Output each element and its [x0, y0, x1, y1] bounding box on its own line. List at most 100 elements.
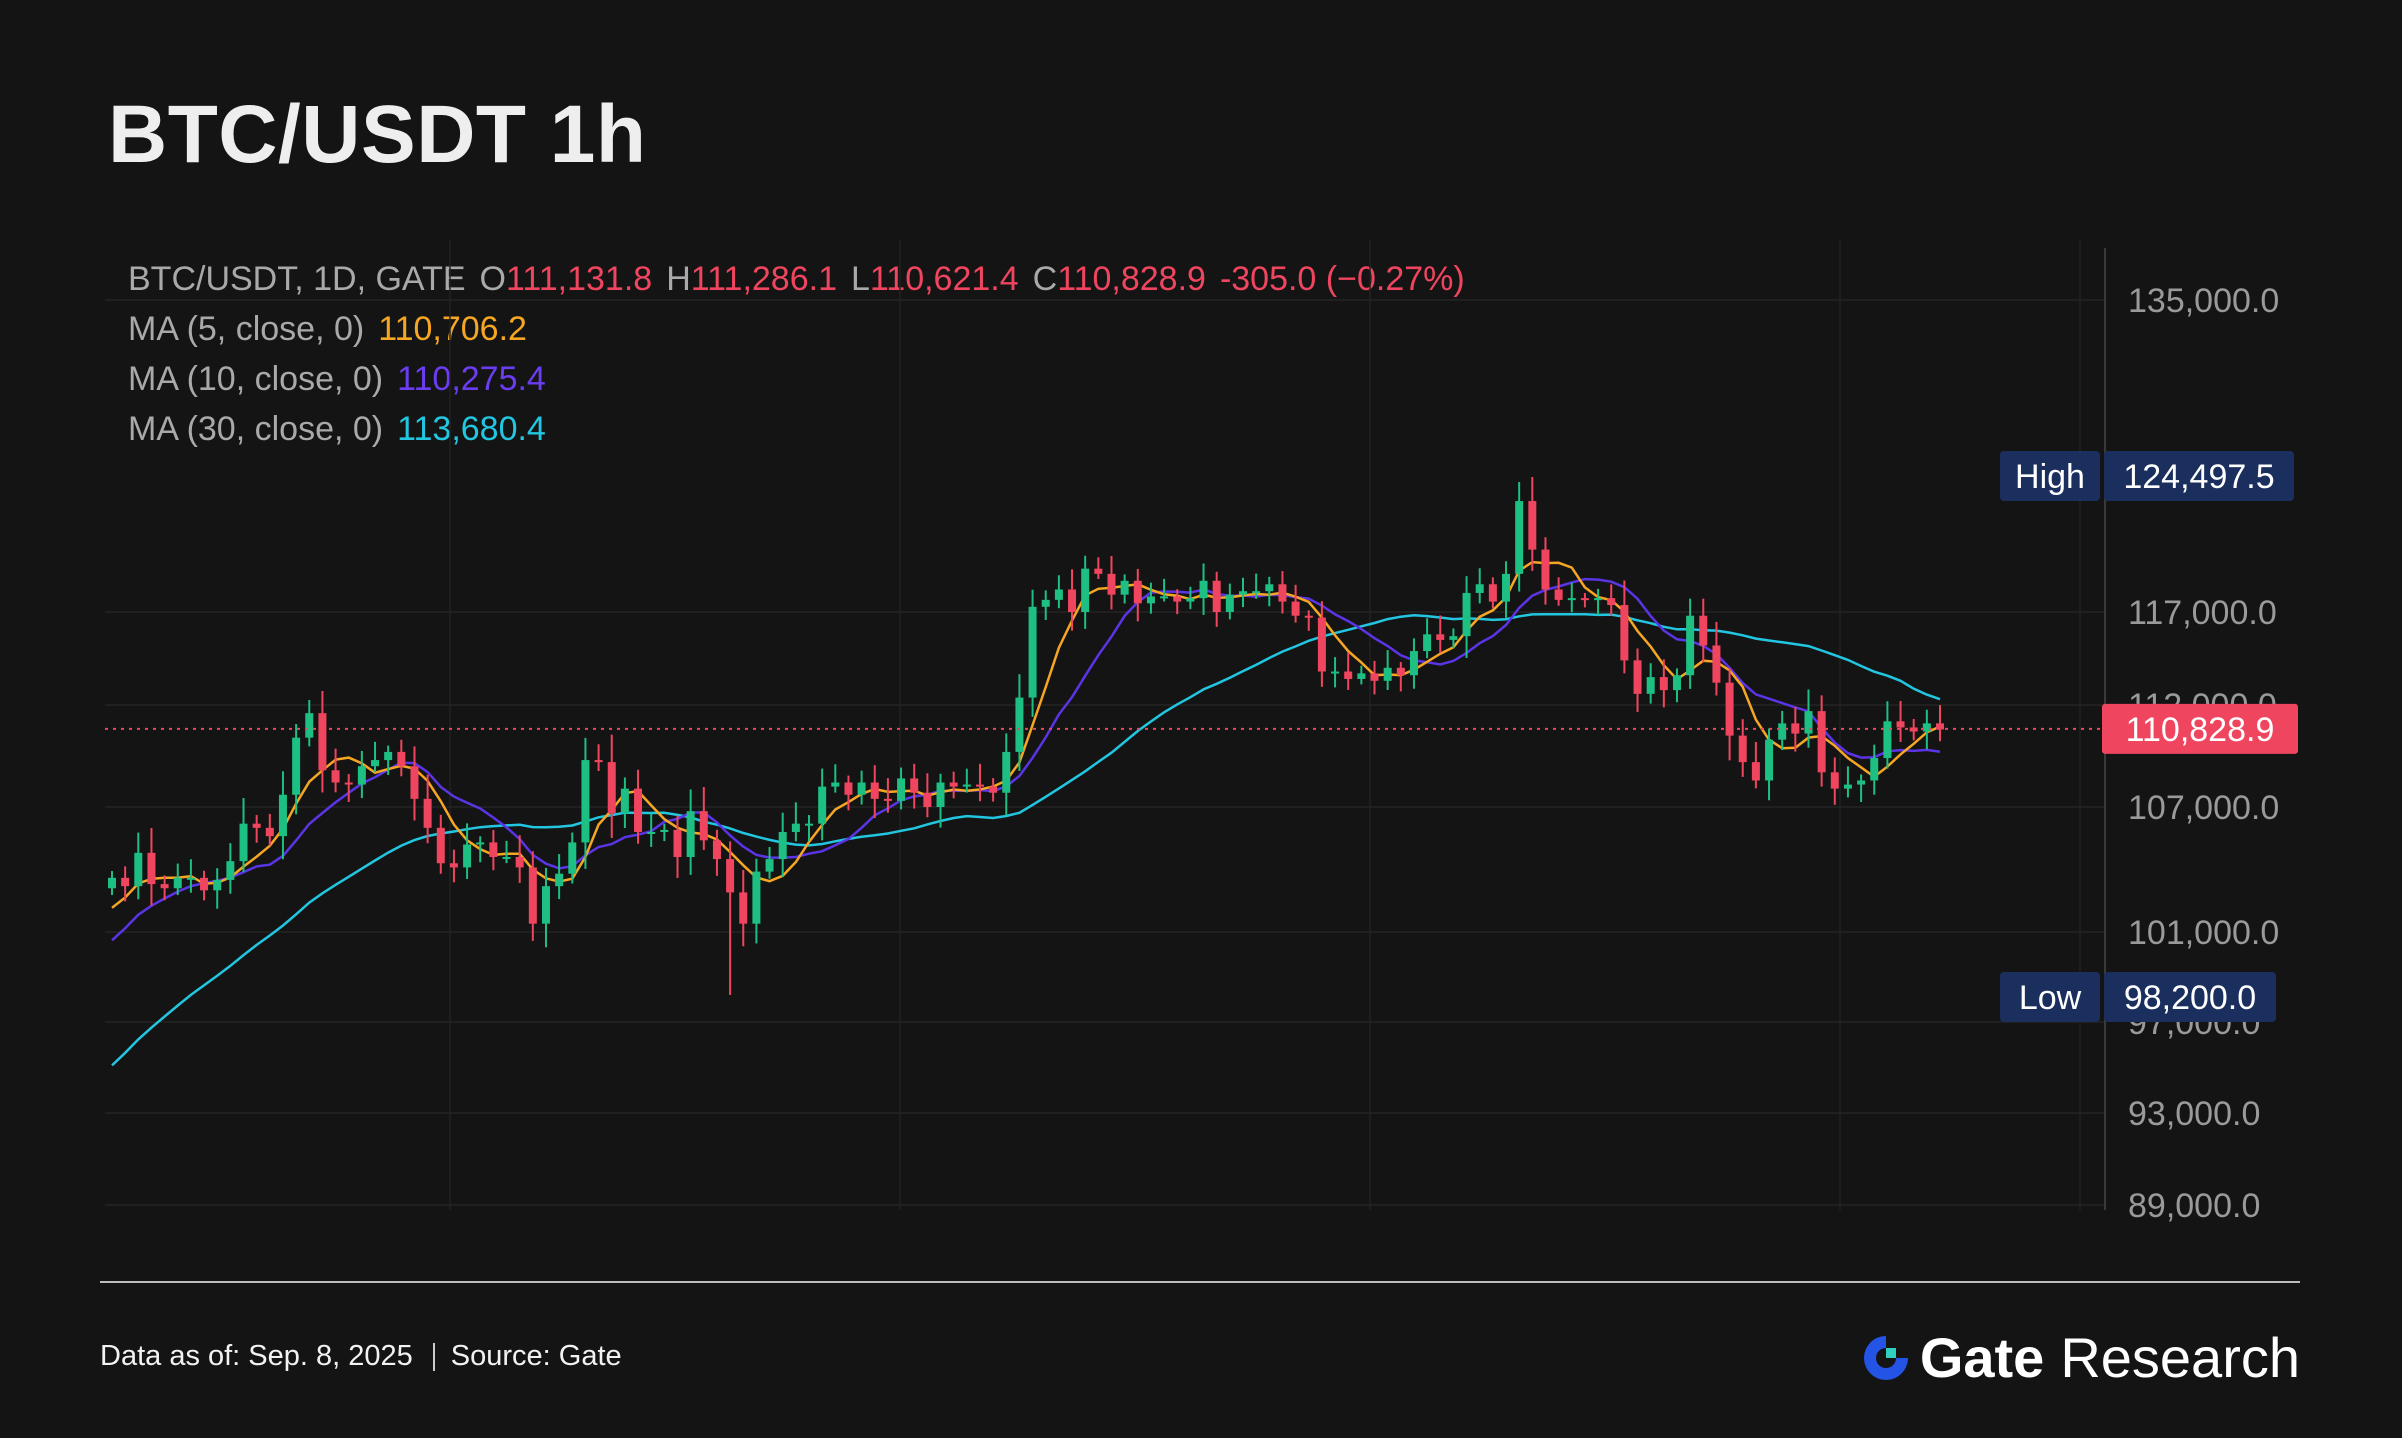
candle-body	[1317, 617, 1326, 672]
candle	[1765, 728, 1774, 801]
candle	[1344, 652, 1353, 690]
candle	[1620, 580, 1629, 674]
candle	[1423, 618, 1432, 659]
candle	[949, 771, 958, 799]
candles	[108, 476, 1944, 995]
candle-body	[344, 782, 353, 785]
candle	[1646, 663, 1655, 704]
candle	[870, 765, 879, 819]
close-label: C	[1032, 260, 1058, 298]
candle-body	[1409, 651, 1418, 676]
candle-body	[1015, 697, 1024, 752]
candle	[1922, 709, 1931, 750]
candle	[502, 840, 511, 864]
candle	[1659, 659, 1668, 708]
candle	[1725, 668, 1734, 761]
candle-body	[1751, 762, 1760, 781]
candle	[989, 778, 998, 802]
candle	[226, 843, 235, 894]
candle-body	[647, 832, 656, 834]
candle-body	[423, 798, 432, 828]
footer: Data as of: Sep. 8, 2025 Source: Gate	[100, 1340, 622, 1373]
chart-grid	[105, 240, 2105, 1210]
candle	[1370, 660, 1379, 695]
ohlc-row: BTC/USDT, 1D, GATE O111,131.8 H111,286.1 L1…	[128, 254, 1465, 304]
candle	[1672, 668, 1681, 703]
ma5-label: MA (5, close, 0)	[128, 310, 365, 348]
symbol-label: BTC/USDT, 1D, GATE	[128, 260, 466, 298]
candle	[1502, 561, 1511, 618]
candle	[883, 778, 892, 813]
candle-body	[1936, 723, 1944, 730]
candle-body	[1449, 636, 1458, 640]
candle-body	[173, 877, 182, 889]
candle	[1896, 701, 1905, 743]
candle	[410, 746, 419, 821]
candle-body	[1607, 598, 1616, 606]
candle	[791, 802, 800, 842]
candle	[1173, 589, 1182, 615]
ma5-line	[111, 560, 1941, 909]
candle	[173, 863, 182, 896]
low-marker-value-box	[2104, 972, 2276, 1022]
ma30-row: MA (30, close, 0) 113,680.4	[128, 404, 1465, 454]
candle	[962, 768, 971, 793]
candle-body	[463, 844, 472, 868]
candle	[541, 867, 550, 948]
y-tick-label: 107,000.0	[2128, 789, 2279, 827]
candle	[1870, 744, 1879, 795]
candle	[1607, 584, 1616, 616]
candle	[384, 745, 393, 775]
candle-body	[818, 786, 827, 824]
candle-body	[1554, 589, 1563, 600]
candle-body	[252, 823, 261, 828]
data-date: Data as of: Sep. 8, 2025	[100, 1340, 413, 1372]
candle	[1002, 733, 1011, 816]
candle-body	[883, 798, 892, 801]
candle	[1081, 555, 1090, 629]
brand-logo: Gate Research	[1860, 1325, 2300, 1390]
candle	[686, 789, 695, 875]
candle	[1699, 598, 1708, 663]
candle	[1015, 674, 1024, 771]
candle	[699, 787, 708, 850]
candle-body	[699, 811, 708, 841]
candle-body	[870, 782, 879, 799]
candle-body	[1304, 615, 1313, 618]
candle	[1712, 621, 1721, 696]
candlestick-chart: 135,000.0117,000.0112,000.0107,000.0101,…	[105, 240, 2298, 1225]
candle-body	[239, 823, 248, 862]
candle	[1199, 563, 1208, 615]
candle-body	[147, 852, 156, 885]
ma30-label: MA (30, close, 0)	[128, 410, 384, 448]
candle	[121, 866, 130, 902]
candle-body	[1672, 675, 1681, 691]
ma10-row: MA (10, close, 0) 110,275.4	[128, 354, 1465, 404]
candle-body	[831, 782, 840, 787]
candle-body	[805, 823, 814, 826]
candle-body	[1580, 598, 1589, 601]
candle	[805, 815, 814, 842]
candle-body	[555, 873, 564, 887]
candle-body	[305, 713, 314, 738]
data-source: Source: Gate	[450, 1340, 622, 1372]
candle-body	[1212, 580, 1221, 612]
y-tick-label: 89,000.0	[2128, 1187, 2260, 1225]
candle-body	[791, 823, 800, 832]
candle-body	[1133, 580, 1142, 604]
candle	[1212, 571, 1221, 627]
high-label: H	[666, 260, 691, 298]
candle-body	[1765, 739, 1774, 781]
last-price-tag	[2102, 703, 2298, 754]
candle-body	[1817, 711, 1826, 773]
candle-body	[1146, 596, 1155, 604]
candle-body	[1225, 594, 1234, 612]
candle-body	[778, 832, 787, 860]
candle-body	[765, 859, 774, 872]
candle-body	[857, 782, 866, 795]
candle-body	[1488, 584, 1497, 602]
candle	[1028, 589, 1037, 717]
candle-body	[1922, 723, 1931, 732]
candle	[568, 832, 577, 884]
candle-body	[1896, 721, 1905, 728]
